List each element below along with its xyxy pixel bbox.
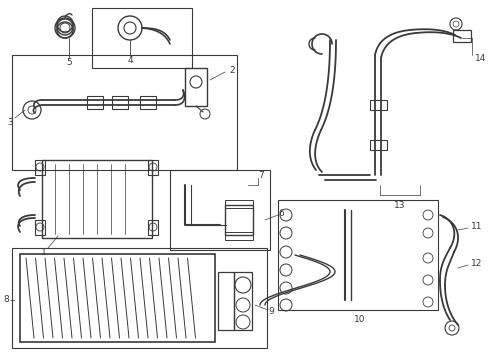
Bar [42, 160, 152, 238]
Text: 10: 10 [354, 315, 366, 324]
Bar [140, 96, 156, 109]
Bar [148, 160, 158, 175]
Bar [148, 220, 158, 235]
Text: 13: 13 [394, 201, 406, 210]
Bar [112, 96, 128, 109]
Bar [170, 170, 270, 250]
Bar [278, 200, 438, 310]
Text: 5: 5 [66, 58, 72, 67]
Bar [35, 220, 45, 235]
Bar [225, 232, 253, 240]
Text: 2: 2 [229, 66, 235, 75]
Bar [225, 205, 253, 235]
Text: 11: 11 [471, 221, 483, 230]
Bar [370, 140, 387, 150]
Text: 12: 12 [471, 258, 482, 267]
Text: 1: 1 [41, 248, 47, 257]
Text: 3: 3 [7, 117, 13, 126]
Bar [35, 160, 45, 175]
Text: 8: 8 [3, 296, 9, 305]
Text: 7: 7 [258, 171, 264, 180]
Bar [218, 272, 234, 330]
Bar [370, 100, 387, 110]
Bar [92, 8, 192, 68]
Bar [185, 68, 207, 106]
Bar [20, 254, 215, 342]
Bar [12, 55, 237, 170]
Text: 14: 14 [475, 54, 487, 63]
Bar [234, 272, 252, 330]
Text: 4: 4 [127, 55, 133, 64]
Text: 9: 9 [268, 307, 274, 316]
Bar [453, 30, 471, 42]
Text: 6: 6 [278, 208, 284, 217]
Bar [87, 96, 103, 109]
Bar [225, 200, 253, 208]
Bar [12, 248, 267, 348]
